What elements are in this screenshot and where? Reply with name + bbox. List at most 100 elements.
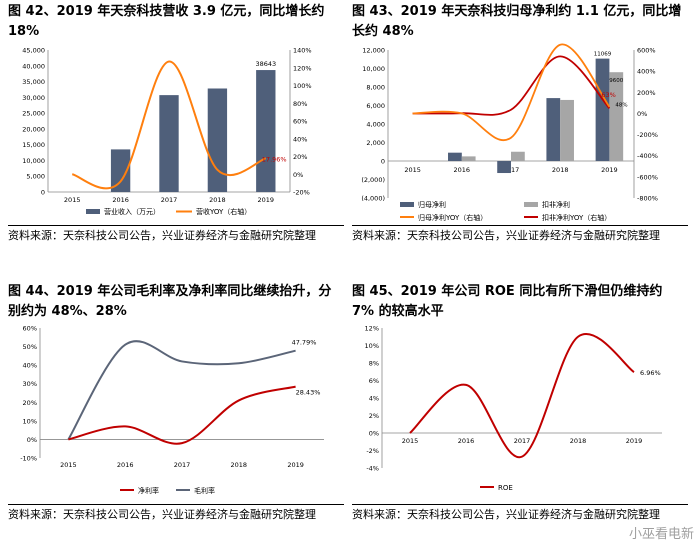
panel-margins: 图 44、2019 年公司毛利率及净利率同比继续抬升，分别约为 48%、28% …: [8, 282, 344, 548]
source-note: 资料来源：天奈科技公司公告，兴业证券经济与金融研究院整理: [352, 508, 660, 521]
y2-tick-label: -200%: [637, 131, 658, 139]
y2-tick-label: -20%: [293, 189, 310, 197]
y-tick-label: 8,000: [366, 84, 385, 92]
data-label: 6.96%: [640, 369, 661, 377]
y2-tick-label: 140%: [293, 47, 312, 55]
legend-label: 扣非净利: [542, 200, 570, 209]
y-tick-label: 8%: [369, 360, 379, 368]
x-tick-label: 2018: [231, 461, 248, 469]
x-tick-label: 2019: [287, 461, 304, 469]
legend-label: 营收YOY（右轴）: [196, 207, 251, 216]
net-profit-bar: [595, 58, 610, 161]
data-label: 63%: [601, 91, 615, 99]
x-tick-label: 2016: [117, 461, 134, 469]
y-tick-label: 45,000: [22, 47, 45, 55]
y2-tick-label: 40%: [293, 135, 307, 143]
legend-label: 归母净利: [418, 200, 446, 209]
y-tick-label: 2%: [369, 412, 379, 420]
data-label: 38643: [255, 60, 276, 68]
revenue-bar: [110, 149, 131, 192]
y-tick-label: 0%: [27, 436, 37, 444]
net-profit-chart: (4,000) (2,000) 0 2,000 4,000 6,000 8,000 10,00…: [361, 43, 658, 222]
yoy-line: [71, 60, 267, 190]
panel-net-profit: 图 43、2019 年天奈科技归母净利约 1.1 亿元，同比增长约 48% (4…: [352, 2, 688, 272]
y-tick-label: 6,000: [366, 102, 385, 110]
divider: [352, 225, 688, 226]
data-label: 48%: [615, 102, 627, 108]
net-margin-line: [68, 385, 296, 445]
y2-tick-label: 100%: [293, 82, 312, 90]
y-tick-label: (2,000): [361, 176, 385, 184]
y-tick-label: 15,000: [22, 141, 45, 149]
y-tick-label: 0: [381, 158, 385, 166]
x-tick-label: 2016: [458, 437, 475, 445]
y-tick-label: 12,000: [362, 47, 385, 55]
net-profit-bar: [546, 98, 561, 161]
y-tick-label: 10%: [365, 342, 379, 350]
y-tick-label: 30,000: [22, 94, 45, 102]
x-tick-label: 2017: [174, 461, 191, 469]
y-tick-label: 2,000: [366, 139, 385, 147]
x-tick-label: 2018: [552, 166, 569, 174]
data-label: 28.43%: [296, 389, 321, 397]
y-tick-label: 4%: [369, 395, 379, 403]
figure-title: 图 42、2019 年天奈科技营收 3.9 亿元，同比增长约 18%: [8, 4, 325, 39]
y-tick-label: 6%: [369, 377, 379, 385]
y-tick-label: 20,000: [22, 125, 45, 133]
deducted-profit-bar: [560, 99, 574, 161]
x-tick-label: 2019: [258, 196, 275, 204]
data-label: 11069: [594, 52, 612, 58]
x-tick-label: 2015: [402, 437, 419, 445]
figure-title: 图 43、2019 年天奈科技归母净利约 1.1 亿元，同比增长约 48%: [352, 4, 682, 39]
x-tick-label: 2017: [161, 196, 178, 204]
legend-swatch: [400, 202, 414, 207]
panel-revenue: 图 42、2019 年天奈科技营收 3.9 亿元，同比增长约 18% 0 5,00…: [8, 2, 344, 272]
y2-tick-label: 60%: [293, 118, 307, 126]
y2-tick-label: 20%: [293, 153, 307, 161]
y-tick-label: 10,000: [362, 65, 385, 73]
y-tick-label: 20%: [23, 399, 37, 407]
y-tick-label: 5,000: [26, 173, 45, 181]
y-tick-label: 10,000: [22, 157, 45, 165]
y2-tick-label: 120%: [293, 64, 312, 72]
x-tick-label: 2015: [64, 196, 81, 204]
revenue-bar: [207, 88, 228, 192]
divider: [8, 504, 344, 505]
legend-label: 毛利率: [194, 486, 215, 495]
divider: [352, 504, 688, 505]
y-tick-label: 40%: [23, 362, 37, 370]
y-tick-label: 35,000: [22, 78, 45, 86]
deducted-yoy-line: [412, 55, 611, 116]
y2-tick-label: -800%: [637, 195, 658, 203]
roe-chart: -4% -2% 0% 2% 4% 6% 8% 10% 12% 2015 2016 2017 2018 20…: [365, 325, 662, 492]
legend-label: 净利率: [138, 486, 159, 495]
revenue-bar: [159, 95, 179, 192]
data-label: 17.96%: [262, 155, 287, 163]
revenue-bar: [256, 70, 276, 192]
deducted-profit-bar: [461, 156, 476, 161]
x-tick-label: 2017: [514, 437, 531, 445]
y-tick-label: 12%: [365, 325, 379, 333]
net-profit-bar: [448, 152, 462, 161]
y2-tick-label: 80%: [293, 100, 307, 108]
y2-tick-label: 400%: [637, 68, 656, 76]
y-tick-label: -10%: [20, 455, 37, 463]
figure-title: 图 44、2019 年公司毛利率及净利率同比继续抬升，分别约为 48%、28%: [8, 284, 332, 319]
legend-label: ROE: [498, 484, 513, 492]
x-tick-label: 2018: [570, 437, 587, 445]
y2-tick-label: -600%: [637, 173, 658, 181]
y-tick-label: (4,000): [361, 195, 385, 203]
revenue-chart: 0 5,000 10,000 15,000 20,000 25,000 30,000 35,0…: [22, 47, 312, 217]
watermark: 小巫看电新: [628, 527, 694, 542]
legend-swatch: [524, 202, 538, 207]
y2-tick-label: 0%: [637, 110, 647, 118]
x-tick-label: 2016: [112, 196, 129, 204]
figure-title: 图 45、2019 年公司 ROE 同比有所下滑但仍维持约 7% 的较高水平: [352, 284, 663, 319]
y-tick-label: 30%: [23, 380, 37, 388]
x-tick-label: 2015: [60, 461, 77, 469]
net-yoy-line: [412, 43, 611, 141]
data-label: 9600: [609, 78, 623, 84]
legend-label: 营业收入（万元）: [104, 207, 160, 216]
x-tick-label: 2016: [454, 166, 471, 174]
source-note: 资料来源：天奈科技公司公告，兴业证券经济与金融研究院整理: [8, 229, 316, 242]
